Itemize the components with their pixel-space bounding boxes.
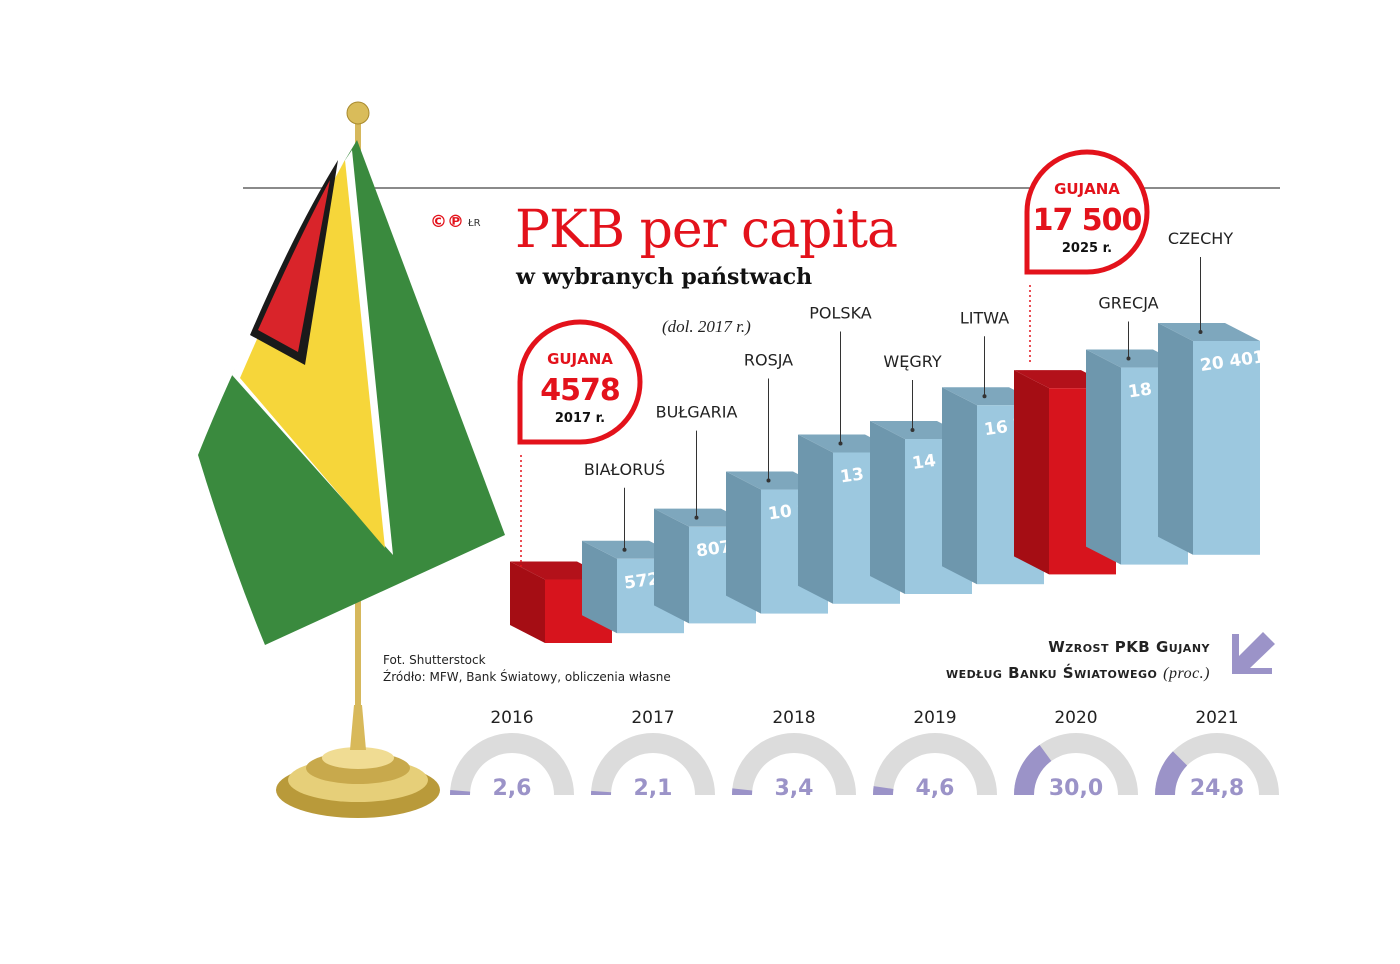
gauge-track (873, 733, 997, 795)
gauge-year: 2016 (490, 708, 533, 728)
callout-bubble (517, 319, 643, 445)
leader-dot (910, 428, 915, 433)
leader-dot (1198, 329, 1203, 334)
gauge-2018: 2018 3,4 (732, 708, 856, 801)
country-label: WĘGRY (883, 352, 941, 371)
gauge-value: 24,8 (1190, 776, 1244, 801)
leader-dot (694, 515, 699, 520)
gauge-year: 2020 (1054, 708, 1097, 728)
gauge-fill (1014, 744, 1052, 795)
gauge-2019: 2019 4,6 (873, 708, 997, 801)
gauge-track (732, 733, 856, 795)
gauge-value: 2,1 (634, 776, 673, 801)
bar-side (1014, 370, 1049, 575)
growth-title-line1: Wzrost PKB Gujany (1048, 638, 1210, 656)
data-source: Źródło: MFW, Bank Światowy, obliczenia w… (383, 670, 671, 684)
bar-side (510, 561, 545, 643)
gauge-2017: 2017 2,1 (591, 708, 715, 801)
bar-side (654, 508, 689, 624)
gauge-track (1014, 733, 1138, 795)
gauge-2020: 2020 30,0 (1014, 708, 1138, 801)
bar-side (870, 421, 905, 594)
leader-dot (1126, 356, 1131, 361)
photo-credit: Fot. Shutterstock (383, 653, 486, 667)
guyana-flag-illustration (198, 101, 505, 818)
country-label: CZECHY (1168, 229, 1233, 248)
copyright-mark: ©℗ (430, 212, 464, 232)
unit-label: (dol. 2017 r.) (662, 317, 751, 336)
bar-side (582, 540, 617, 634)
bar-side (942, 387, 977, 585)
gauge-year: 2019 (913, 708, 956, 728)
country-label: GRECJA (1098, 294, 1158, 313)
leader-dot (838, 441, 843, 446)
gauge-year: 2017 (631, 708, 674, 728)
bar-side (798, 434, 833, 604)
callout-value: 4578 (540, 373, 620, 408)
gauge-fill (1155, 751, 1188, 795)
gauge-year: 2018 (772, 708, 815, 728)
gauge-2021: 2021 24,8 (1155, 708, 1279, 801)
gauge-value: 3,4 (775, 776, 814, 801)
gujana-callout-1: GUJANA 4578 2017 r. (517, 319, 643, 570)
chart-subtitle: w wybranych państwach (516, 264, 813, 290)
growth-title-line2: według Banku Światowego (946, 664, 1158, 682)
country-label: LITWA (960, 308, 1009, 327)
growth-gauge-chart: 2016 2,6 2017 2,1 2018 3,4 2019 4,6 2020 30,0 2021… (450, 708, 1279, 801)
bar-side (726, 471, 761, 614)
country-label: BUŁGARIA (656, 403, 738, 422)
country-label: POLSKA (809, 304, 872, 323)
gauge-2016: 2016 2,6 (450, 708, 574, 801)
bar-side (1086, 349, 1121, 565)
leader-dot (766, 478, 771, 483)
source-note: Fot. Shutterstock Źródło: MFW, Bank Świa… (383, 652, 671, 686)
leader-dot (622, 547, 627, 552)
callout-value: 17 500 (1033, 203, 1142, 238)
leader-dot (982, 394, 987, 399)
gauge-fill (873, 786, 894, 795)
bar-front (1193, 340, 1260, 555)
gauge-year: 2021 (1195, 708, 1238, 728)
gauge-value: 4,6 (916, 776, 955, 801)
gauge-fill (591, 790, 612, 795)
gauge-track (591, 733, 715, 795)
country-label: BIAŁORUŚ (584, 460, 665, 479)
bar-top (1158, 322, 1260, 341)
callout-year: 2017 r. (555, 411, 605, 426)
gauge-track (450, 733, 574, 795)
gujana-callout-2: GUJANA 17 500 2025 r. (1024, 149, 1150, 362)
callout-country: GUJANA (547, 350, 613, 368)
gauge-value: 30,0 (1049, 776, 1103, 801)
callout-bubble (1024, 149, 1150, 275)
country-label: ROSJA (744, 351, 793, 370)
callout-year: 2025 r. (1062, 241, 1112, 256)
growth-title: Wzrost PKB Gujany według Banku Światoweg… (946, 634, 1210, 687)
growth-unit: (proc.) (1163, 665, 1210, 682)
gauge-fill (732, 788, 753, 795)
arrow-down-left-icon (1232, 632, 1275, 674)
chart-title: PKB per capita (515, 200, 898, 260)
bar-side (1158, 322, 1193, 555)
gauge-fill (450, 789, 471, 795)
callout-country: GUJANA (1054, 180, 1120, 198)
gauge-value: 2,6 (493, 776, 532, 801)
author-credit: ŁR (468, 218, 481, 229)
gauge-track (1155, 733, 1279, 795)
